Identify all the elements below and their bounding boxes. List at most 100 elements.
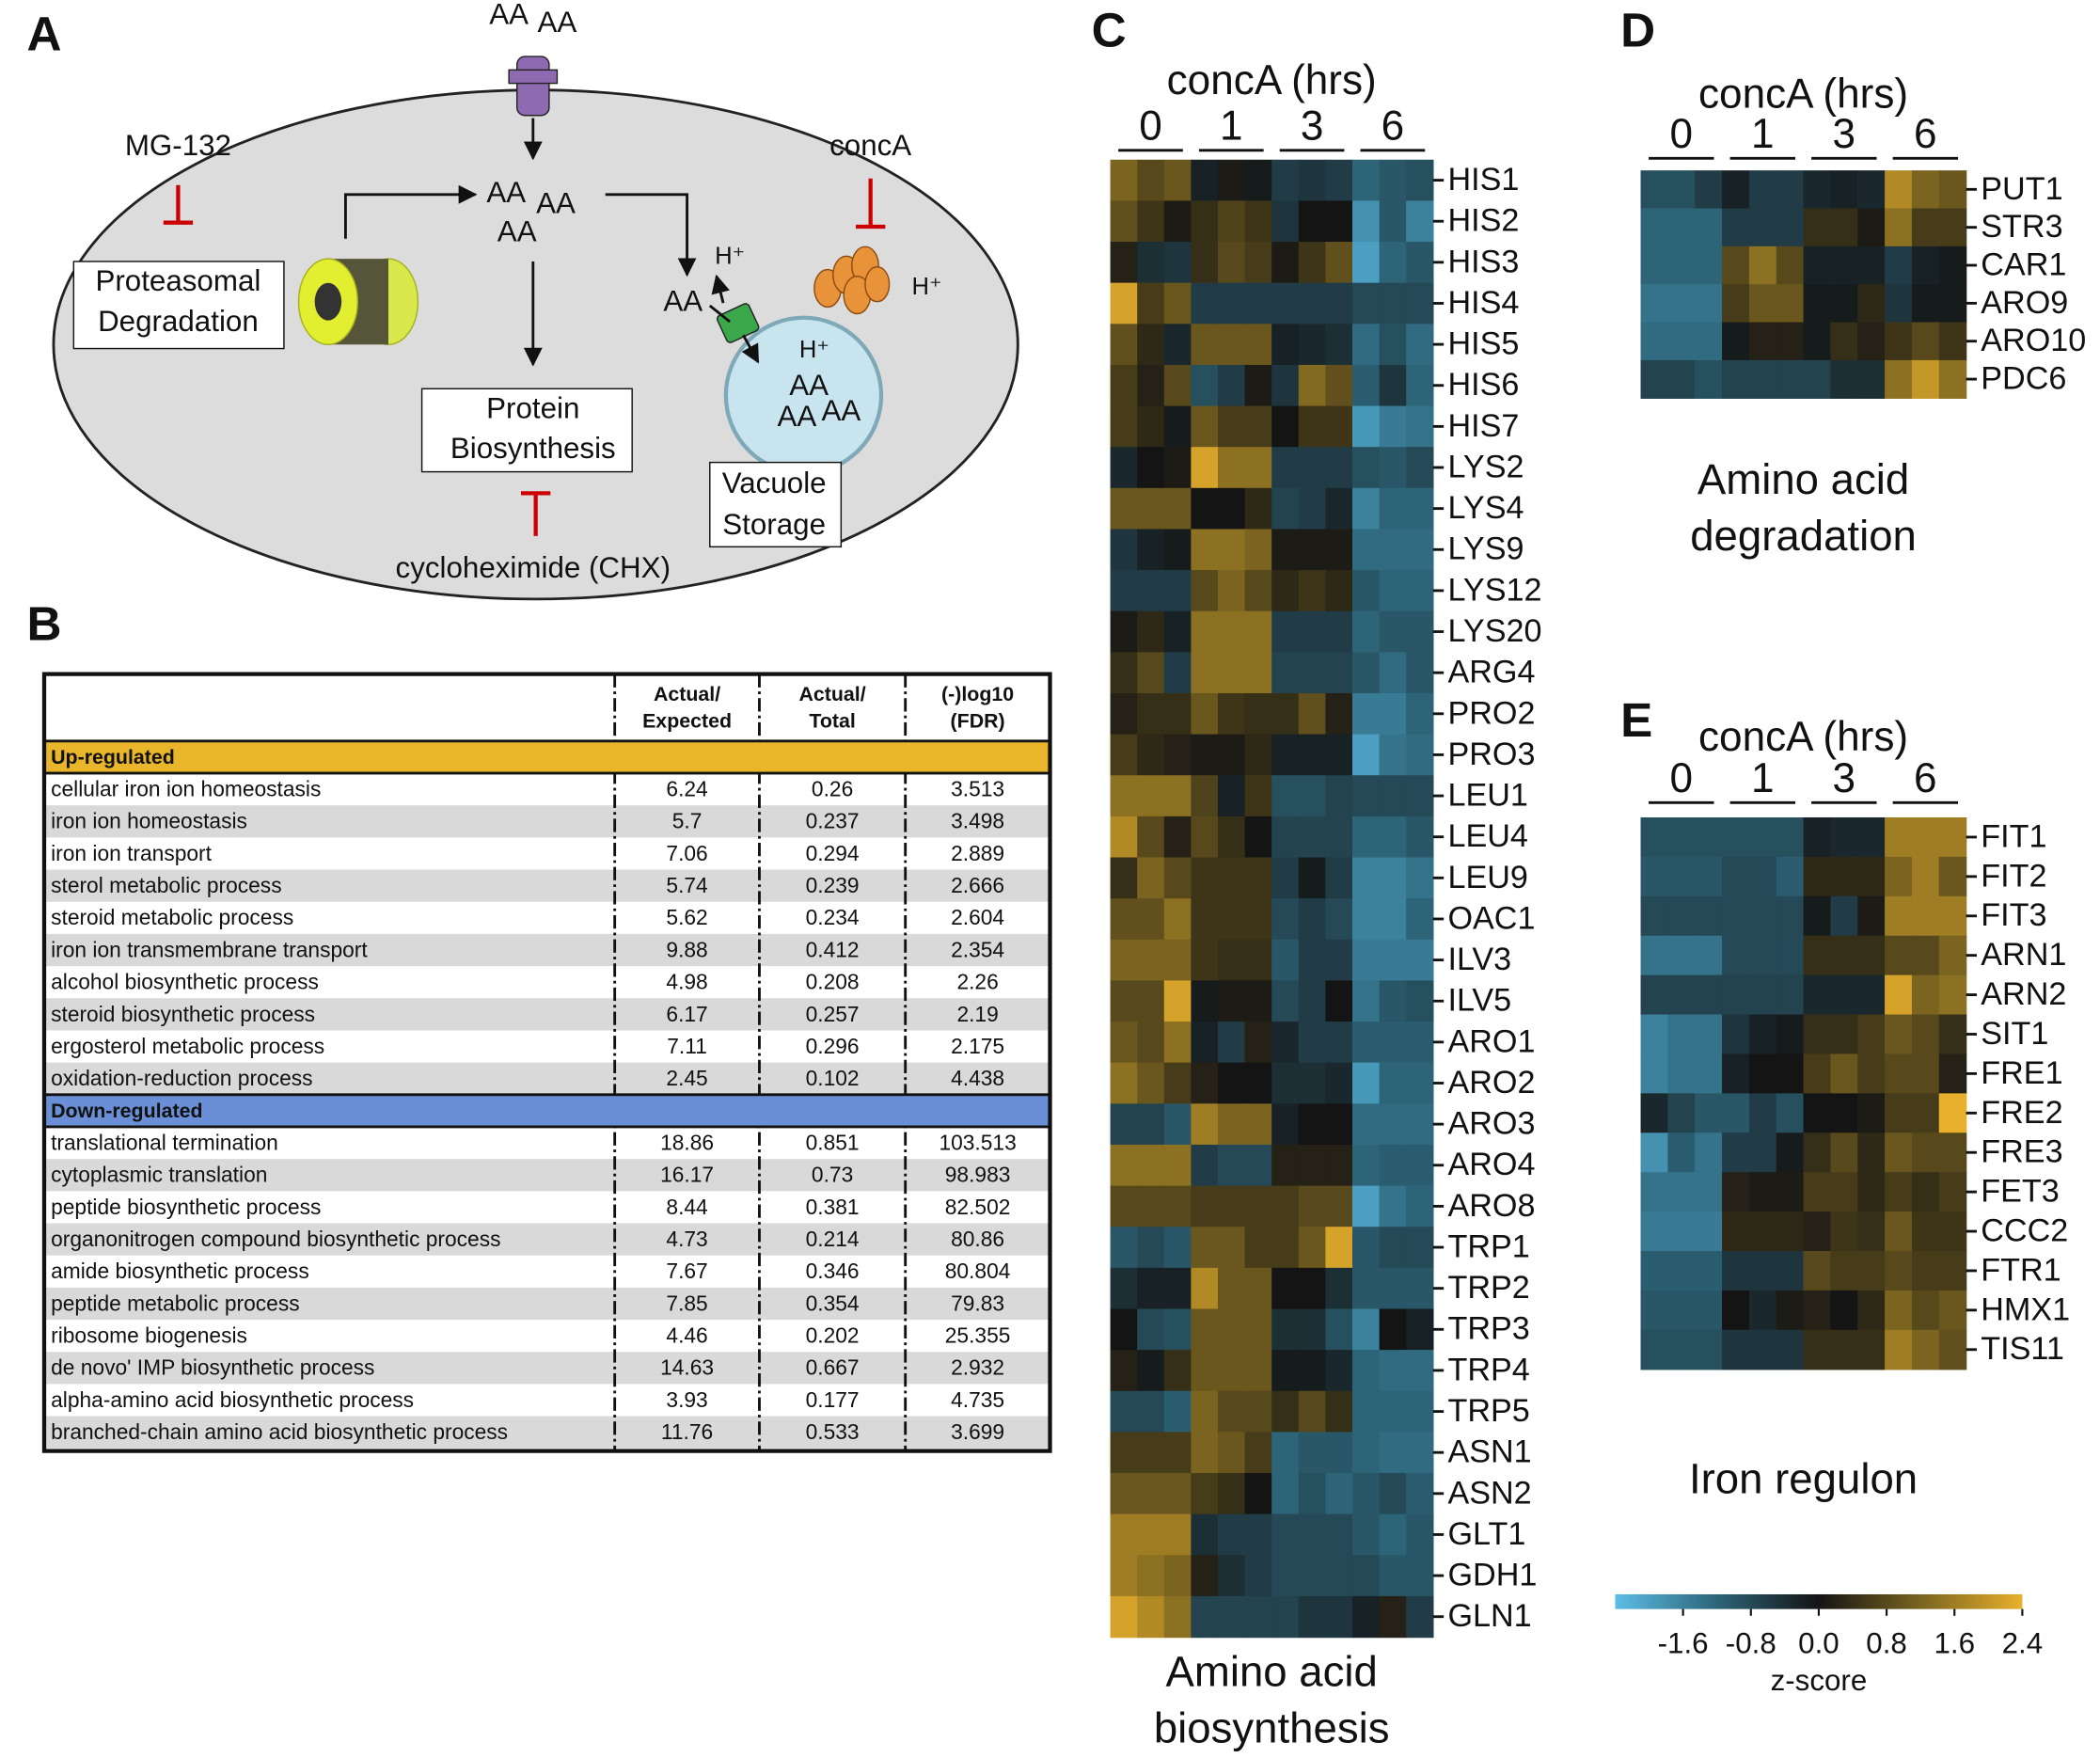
heatmap-cell	[1911, 1290, 1940, 1331]
heatmap-cell	[1695, 284, 1723, 324]
heatmap-cell	[1110, 1473, 1138, 1515]
heatmap-cell	[1325, 364, 1353, 407]
heatmap-cell	[1406, 857, 1434, 899]
row-label: TRP4	[1447, 1352, 1529, 1387]
row-label: HMX1	[1981, 1291, 2070, 1327]
heatmap-cell	[1406, 1308, 1434, 1351]
heatmap-cell	[1830, 1172, 1858, 1212]
heatmap-cell	[1271, 1432, 1300, 1474]
heatmap-cell	[1271, 1227, 1300, 1269]
row-label: ARO8	[1447, 1188, 1535, 1224]
heatmap-cell	[1857, 284, 1886, 324]
heatmap-cell	[1911, 1172, 1940, 1212]
heatmap-cell	[1695, 1014, 1723, 1055]
cell-value: 0.214	[806, 1227, 860, 1251]
heatmap-cell	[1640, 895, 1669, 937]
heatmap-cell	[1217, 1227, 1246, 1269]
heatmap-cell	[1325, 1473, 1353, 1515]
heatmap-cell	[1406, 529, 1434, 571]
heatmap-cell	[1406, 1555, 1434, 1597]
cell-value: 2.45	[666, 1066, 707, 1090]
heatmap-cell	[1803, 895, 1832, 937]
row-label: HIS3	[1447, 244, 1519, 279]
heatmap-cell	[1110, 1103, 1138, 1146]
heatmap-cell	[1271, 570, 1300, 612]
heatmap-cell	[1885, 1172, 1913, 1212]
heatmap-cell	[1298, 242, 1327, 284]
heatmap-cell	[1857, 1212, 1886, 1252]
heatmap-cell	[1271, 775, 1300, 817]
row-label: ILV3	[1447, 942, 1511, 977]
heatmap-cell	[1163, 1432, 1192, 1474]
heatmap-cell	[1110, 1185, 1138, 1227]
heatmap-cell	[1217, 200, 1246, 243]
heatmap-cell	[1857, 170, 1886, 210]
heatmap-cell	[1191, 652, 1219, 694]
heatmap-cell	[1351, 1432, 1381, 1474]
heatmap-cell	[1803, 1212, 1832, 1252]
row-label: LYS12	[1447, 572, 1541, 608]
heatmap-cell	[1351, 282, 1381, 325]
heatmap-cell	[1857, 816, 1886, 858]
heatmap-cell	[1406, 610, 1434, 654]
heatmap-cell	[1217, 1513, 1246, 1556]
heatmap-cell	[1325, 159, 1353, 202]
box-label: Degradation	[98, 305, 259, 338]
cell-value: 5.62	[666, 905, 707, 929]
cell-value: 2.604	[951, 905, 1004, 929]
heatmap-cell	[1379, 857, 1407, 899]
heatmap-cell	[1351, 1267, 1381, 1310]
heatmap-cell	[1830, 1329, 1858, 1370]
column-header: (FDR)	[951, 710, 1005, 733]
heatmap-cell	[1271, 282, 1300, 325]
arrow	[605, 193, 697, 277]
heatmap-cell	[1406, 1267, 1434, 1310]
cell-value: 0.381	[806, 1195, 860, 1219]
heatmap-cell	[1667, 1329, 1696, 1370]
heatmap-cell	[1406, 570, 1434, 612]
heatmap-cell	[1191, 1062, 1219, 1105]
cell-value: 0.296	[806, 1034, 860, 1058]
arrow	[711, 274, 730, 304]
heatmap-cell	[1325, 734, 1353, 776]
heatmap-cell	[1803, 1172, 1832, 1212]
heatmap-cell	[1217, 1185, 1246, 1227]
heatmap-cell	[1110, 1022, 1138, 1064]
heatmap-cell	[1640, 856, 1669, 897]
row-label: ARO2	[1447, 1065, 1535, 1101]
heatmap-cell	[1830, 895, 1858, 937]
heatmap-cell	[1298, 1595, 1327, 1639]
heatmap-cell	[1379, 898, 1407, 941]
heatmap-cell	[1163, 1595, 1192, 1639]
heatmap-cell	[1351, 447, 1381, 489]
heatmap-cell	[1244, 652, 1272, 694]
heatmap-cell	[1379, 610, 1407, 654]
heatmap-cell	[1803, 284, 1832, 324]
heatmap-cell	[1244, 405, 1272, 448]
heatmap-cell	[1325, 405, 1353, 448]
row-band	[43, 998, 1050, 1031]
heatmap-cell	[1885, 856, 1913, 897]
heatmap-cell	[1640, 816, 1669, 858]
heatmap-cell	[1298, 200, 1327, 243]
heatmap-cell	[1325, 1185, 1353, 1227]
heatmap-cell	[1298, 1555, 1327, 1597]
heatmap-cell	[1938, 284, 1967, 324]
heatmap-cell	[1271, 405, 1300, 448]
heatmap-cell	[1379, 159, 1407, 202]
heatmap-cell	[1110, 405, 1138, 448]
heatmap-cell	[1191, 529, 1219, 571]
heatmap-cell	[1325, 1062, 1353, 1105]
heatmap-cell	[1667, 816, 1696, 858]
heatmap-cell	[1191, 1227, 1219, 1269]
heatmap-caption: Iron regulon	[1689, 1454, 1918, 1502]
cell-value: 80.804	[945, 1259, 1011, 1283]
heatmap-cell	[1244, 692, 1272, 736]
row-band	[43, 1062, 1050, 1095]
heatmap-cell	[1110, 610, 1138, 654]
heatmap-cell	[1379, 652, 1407, 694]
heatmap-cell	[1298, 857, 1327, 899]
heatmap-cell	[1163, 734, 1192, 776]
heatmap-cell	[1217, 652, 1246, 694]
heatmap-cell	[1748, 170, 1777, 210]
